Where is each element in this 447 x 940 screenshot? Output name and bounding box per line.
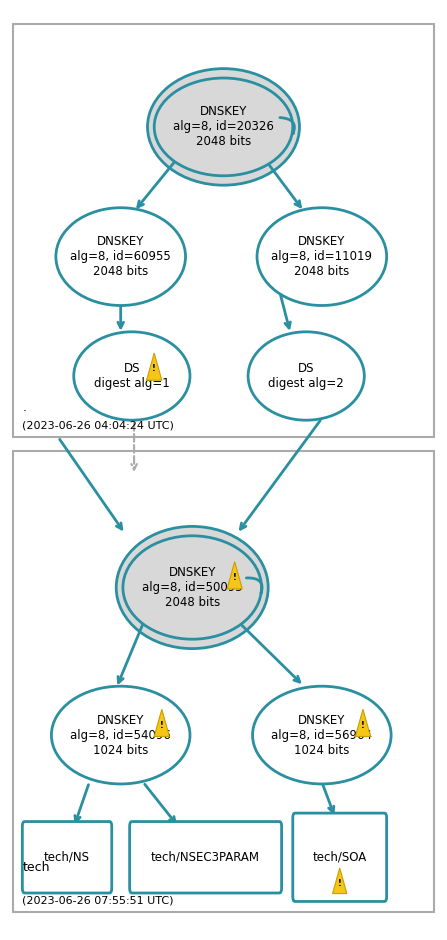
Ellipse shape	[116, 526, 268, 649]
Text: !: !	[361, 721, 365, 729]
Text: DNSKEY
alg=8, id=56964
1024 bits: DNSKEY alg=8, id=56964 1024 bits	[271, 713, 372, 757]
Text: !: !	[160, 721, 164, 729]
FancyArrowPatch shape	[280, 118, 295, 133]
Text: !: !	[338, 879, 342, 887]
FancyBboxPatch shape	[293, 813, 387, 901]
FancyArrowPatch shape	[246, 578, 262, 593]
Bar	[13, 451, 434, 912]
Polygon shape	[333, 868, 347, 894]
Text: tech/NSEC3PARAM: tech/NSEC3PARAM	[151, 851, 260, 864]
Ellipse shape	[154, 78, 293, 176]
Text: DS
digest alg=2: DS digest alg=2	[268, 362, 344, 390]
Text: DNSKEY
alg=8, id=50095
2048 bits: DNSKEY alg=8, id=50095 2048 bits	[142, 566, 243, 609]
Polygon shape	[154, 710, 169, 736]
Text: (2023-06-26 07:55:51 UTC): (2023-06-26 07:55:51 UTC)	[22, 895, 174, 905]
Text: DNSKEY
alg=8, id=11019
2048 bits: DNSKEY alg=8, id=11019 2048 bits	[271, 235, 372, 278]
Text: DNSKEY
alg=8, id=54096
1024 bits: DNSKEY alg=8, id=54096 1024 bits	[70, 713, 171, 757]
Text: tech/SOA: tech/SOA	[312, 851, 367, 864]
Ellipse shape	[51, 686, 190, 784]
Ellipse shape	[248, 332, 364, 420]
Ellipse shape	[257, 208, 387, 306]
Text: tech/NS: tech/NS	[44, 851, 90, 864]
Text: .: .	[22, 400, 26, 414]
Polygon shape	[227, 562, 242, 588]
Text: !: !	[152, 365, 156, 373]
Ellipse shape	[148, 69, 299, 185]
Text: DS
digest alg=1: DS digest alg=1	[94, 362, 170, 390]
Ellipse shape	[74, 332, 190, 420]
Polygon shape	[147, 353, 162, 380]
Text: DNSKEY
alg=8, id=20326
2048 bits: DNSKEY alg=8, id=20326 2048 bits	[173, 105, 274, 149]
Bar	[13, 24, 434, 437]
FancyBboxPatch shape	[22, 822, 112, 893]
Text: !: !	[233, 573, 236, 582]
Ellipse shape	[123, 536, 261, 639]
FancyBboxPatch shape	[130, 822, 282, 893]
Text: DNSKEY
alg=8, id=60955
2048 bits: DNSKEY alg=8, id=60955 2048 bits	[70, 235, 171, 278]
Text: tech: tech	[22, 861, 50, 874]
Ellipse shape	[253, 686, 391, 784]
Polygon shape	[355, 710, 371, 736]
Ellipse shape	[56, 208, 186, 306]
Text: (2023-06-26 04:04:24 UTC): (2023-06-26 04:04:24 UTC)	[22, 420, 174, 431]
